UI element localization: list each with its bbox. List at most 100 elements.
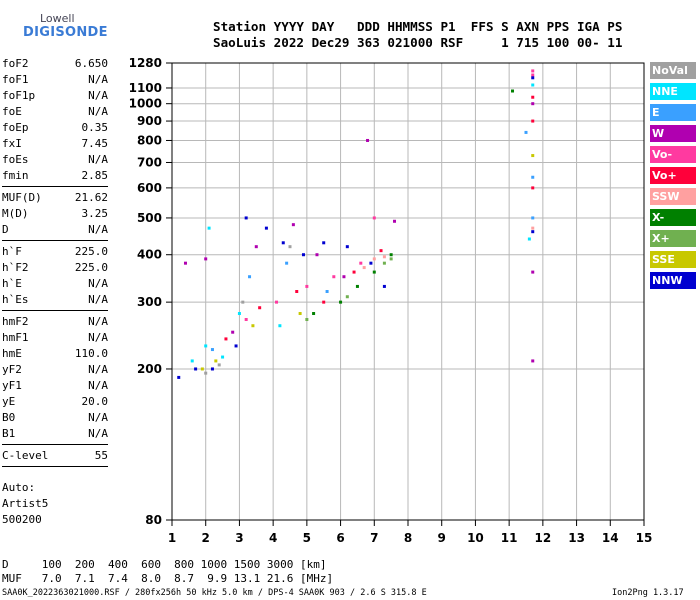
x-tick-label: 12 xyxy=(535,531,552,545)
param-label: h`Es xyxy=(2,293,29,306)
ionogram-chart: 1 2 3 4 5 6 7 8 9 10 11 12 13 14 158020030040050060070… xyxy=(129,56,653,545)
data-point xyxy=(190,359,194,363)
data-point xyxy=(379,249,383,253)
param-label: M(D) xyxy=(2,207,29,220)
data-point xyxy=(382,284,386,288)
legend-item: NNW xyxy=(650,272,696,289)
param-label: hmF2 xyxy=(2,315,29,328)
param-label: yE xyxy=(2,395,16,408)
data-point xyxy=(217,363,221,367)
param-row: hmE 110.0 xyxy=(2,346,108,362)
data-point xyxy=(339,300,343,304)
plot-frame xyxy=(171,62,645,521)
x-tick-label: 9 xyxy=(438,531,446,545)
param-value: N/A xyxy=(88,89,108,102)
data-point xyxy=(393,219,397,223)
param-row: hmF2 N/A xyxy=(2,314,108,330)
param-label: yF2 xyxy=(2,363,22,376)
param-label: h`F xyxy=(2,245,22,258)
header-line-2: SaoLuis 2022 Dec29 363 021000 RSF 1 715 … xyxy=(213,35,623,50)
y-tick-label: 400 xyxy=(137,248,162,262)
parameter-panel: foF2 6.650 foF1 N/A foF1p N/A foE N/A foEp 0.35 fx… xyxy=(2,56,108,470)
data-point xyxy=(315,253,319,257)
param-separator xyxy=(2,186,108,187)
auto-artist: Artist5 xyxy=(2,497,49,510)
param-row: yF2 N/A xyxy=(2,362,108,378)
data-point xyxy=(207,226,211,230)
param-separator xyxy=(2,444,108,445)
y-tick-label: 800 xyxy=(137,133,162,147)
x-tick-label: 11 xyxy=(501,531,518,545)
param-row: fmin 2.85 xyxy=(2,168,108,184)
param-label: hmF1 xyxy=(2,331,29,344)
param-separator xyxy=(2,310,108,311)
x-tick-label: 7 xyxy=(370,531,378,545)
param-label: foEs xyxy=(2,153,29,166)
data-point xyxy=(382,261,386,265)
param-row: foEs N/A xyxy=(2,152,108,168)
data-point xyxy=(345,245,349,249)
data-point xyxy=(531,95,535,99)
param-label: D xyxy=(2,223,9,236)
data-point xyxy=(210,367,214,371)
param-label: foF1p xyxy=(2,89,36,102)
param-value: N/A xyxy=(88,411,108,424)
y-tick-label: 700 xyxy=(137,155,162,169)
legend-item: SSW xyxy=(650,188,696,205)
data-point xyxy=(301,253,305,257)
param-label: fmin xyxy=(2,169,29,182)
param-value: N/A xyxy=(88,223,108,236)
param-label: hmE xyxy=(2,347,22,360)
legend-item: Vo- xyxy=(650,146,696,163)
param-row: B1 N/A xyxy=(2,426,108,442)
param-separator xyxy=(2,466,108,467)
data-point xyxy=(248,275,252,279)
x-tick-label: 3 xyxy=(235,531,243,545)
data-point xyxy=(204,371,208,375)
x-tick-label: 4 xyxy=(269,531,277,545)
legend-item: Vo+ xyxy=(650,167,696,184)
footer-info: SAA0K_2022363021000.RSF / 280fx256h 50 k… xyxy=(2,588,427,598)
y-tick-label: 1280 xyxy=(129,56,162,70)
data-point xyxy=(342,275,346,279)
param-label: MUF(D) xyxy=(2,191,42,204)
param-label: foE xyxy=(2,105,22,118)
param-value: N/A xyxy=(88,315,108,328)
auto-label: Auto: xyxy=(2,481,36,494)
data-point xyxy=(221,355,225,359)
data-point xyxy=(241,300,245,304)
legend-item: W xyxy=(650,125,696,142)
param-separator xyxy=(2,240,108,241)
data-point xyxy=(352,270,356,274)
y-tick-label: 80 xyxy=(145,513,162,527)
data-point xyxy=(281,241,285,245)
data-point xyxy=(362,266,366,270)
param-label: yF1 xyxy=(2,379,22,392)
param-value: N/A xyxy=(88,379,108,392)
data-point xyxy=(531,76,535,80)
data-point xyxy=(359,261,363,265)
param-value: N/A xyxy=(88,73,108,86)
param-value: 3.25 xyxy=(81,207,109,220)
x-tick-label: 2 xyxy=(202,531,210,545)
param-row: D N/A xyxy=(2,222,108,238)
data-point xyxy=(298,312,302,316)
param-row: foEp 0.35 xyxy=(2,120,108,136)
data-point xyxy=(264,226,268,230)
x-tick-label: 1 xyxy=(168,531,176,545)
data-point xyxy=(254,245,258,249)
y-tick-label: 200 xyxy=(137,362,162,376)
legend-item: NNE xyxy=(650,83,696,100)
param-value: N/A xyxy=(88,153,108,166)
data-point xyxy=(214,359,218,363)
data-point xyxy=(231,330,235,334)
data-point xyxy=(312,312,316,316)
x-tick-label: 6 xyxy=(336,531,344,545)
param-row: h`Es N/A xyxy=(2,292,108,308)
data-point xyxy=(325,290,329,293)
param-value: N/A xyxy=(88,363,108,376)
param-value: 55 xyxy=(94,449,108,462)
param-value: 225.0 xyxy=(74,261,108,274)
auto-code: 500200 xyxy=(2,513,42,526)
data-point xyxy=(234,344,238,348)
